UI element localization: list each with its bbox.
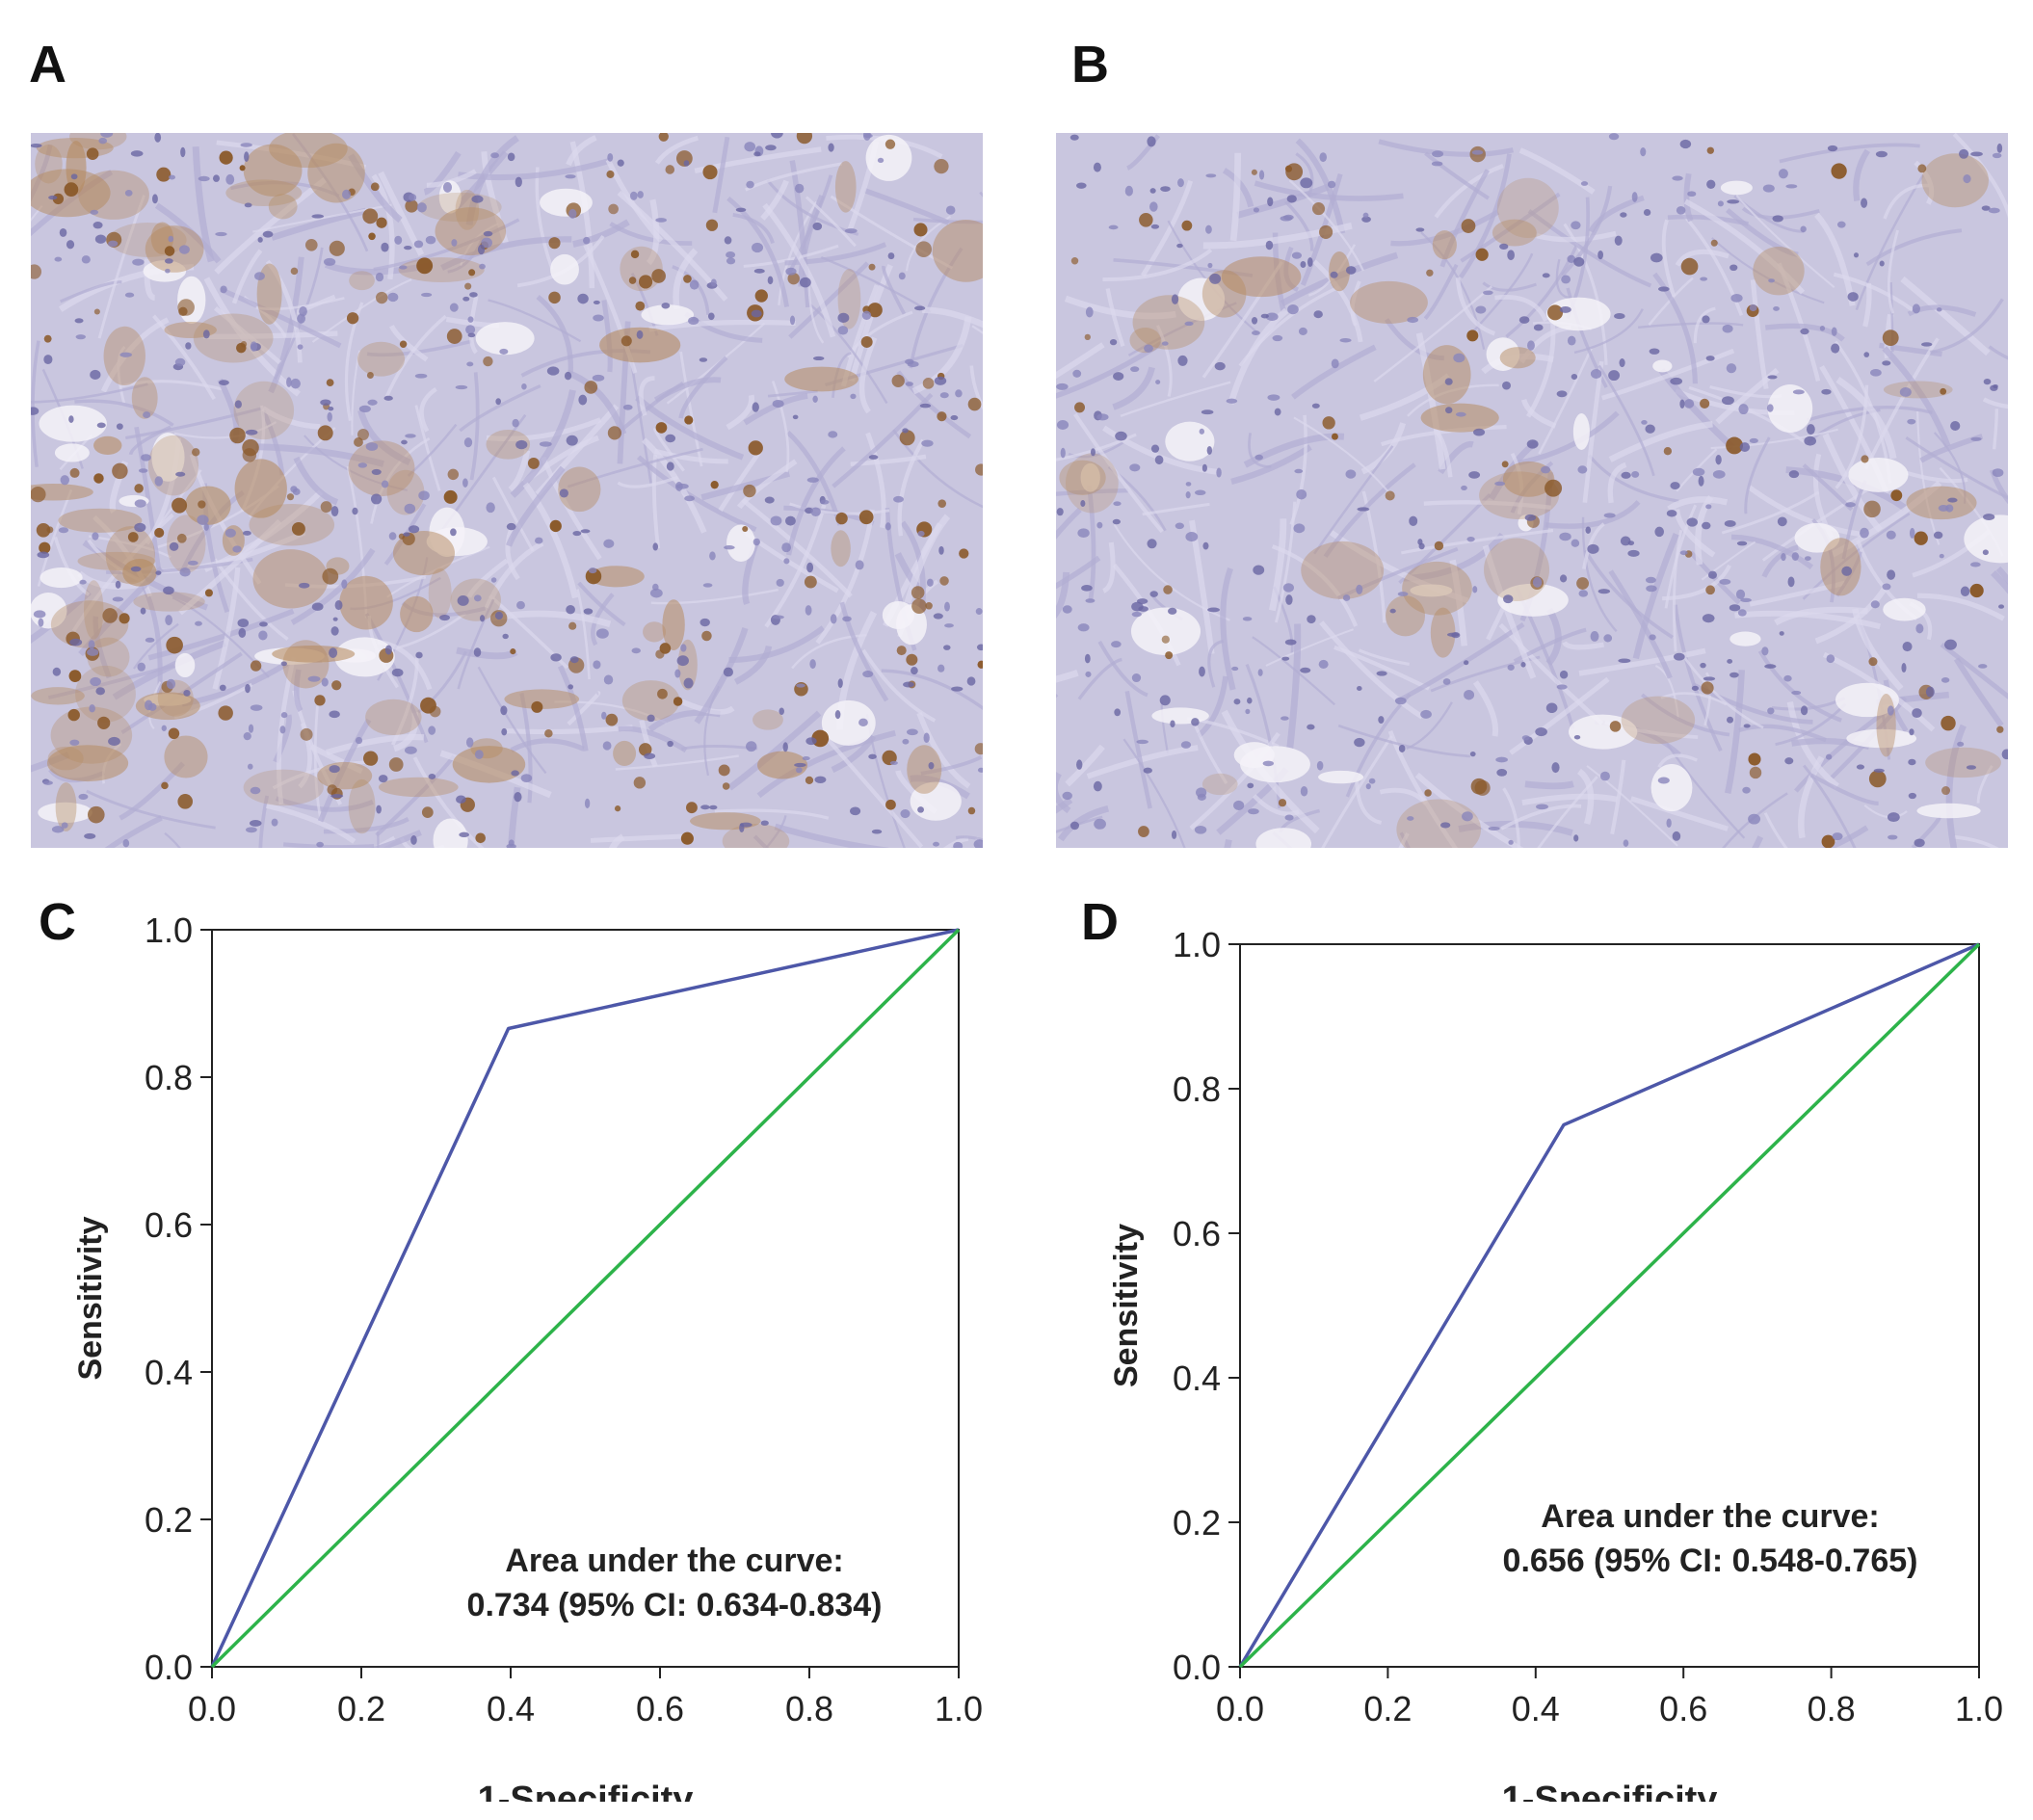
plot-frame (1239, 943, 1980, 1668)
x-tick-label: 0.4 (1512, 1689, 1560, 1728)
y-tick-label: 1.0 (1173, 925, 1221, 964)
y-tick-label: 0.4 (145, 1353, 193, 1392)
roc-curve (1238, 942, 1980, 1668)
x-axis-label: 1-Specificity (1502, 1780, 1718, 1802)
x-axis-label: 1-Specificity (478, 1780, 694, 1802)
y-tick-label: 0.0 (145, 1648, 193, 1687)
x-tick-label: 0.6 (636, 1689, 684, 1728)
plot-frame (211, 929, 960, 1668)
x-tick-label: 0.2 (1363, 1689, 1412, 1728)
panel-label-a: A (29, 36, 66, 93)
x-tick-label: 0.8 (1808, 1689, 1856, 1728)
dab-stained-regions (31, 133, 983, 848)
reference-line (210, 928, 961, 1669)
y-tick-label: 0.4 (1173, 1358, 1221, 1398)
hematoxylin-nuclei (31, 133, 983, 848)
auc-annotation-line: 0.734 (95% CI: 0.634-0.834) (467, 1587, 883, 1623)
y-tick-label: 0.8 (1173, 1069, 1221, 1109)
x-tick-label: 0.8 (785, 1689, 833, 1728)
roc-curve (210, 928, 960, 1668)
y-tick-label: 0.6 (145, 1205, 193, 1245)
auc-annotation-line: Area under the curve: (1541, 1498, 1879, 1535)
y-tick-label: 0.2 (1173, 1503, 1221, 1543)
hematoxylin-nuclei (1056, 133, 2008, 848)
reference-line (1238, 942, 1981, 1669)
micrograph-b-image (1056, 133, 2008, 848)
x-tick-label: 0.0 (188, 1689, 236, 1728)
x-tick-label: 1.0 (1955, 1689, 2003, 1728)
y-tick-label: 0.8 (145, 1058, 193, 1097)
micrograph-a (31, 133, 983, 848)
roc-chart-d: 0.0 0.2 0.4 0.6 0.8 1.0 0.0 0.2 0.4 0.6 0.8 1.0 1-Sp… (1098, 896, 2023, 1820)
auc-annotation-line: Area under the curve: (505, 1543, 843, 1579)
roc-chart-c: 0.0 0.2 0.4 0.6 0.8 1.0 0.0 0.2 0.4 0.6 0.8 1.0 1-Sp… (58, 896, 983, 1820)
panel-label-d: D (1081, 893, 1119, 951)
y-axis-label: Sensitivity (1108, 1224, 1145, 1387)
x-tick-label: 0.2 (337, 1689, 385, 1728)
roc-chart-c-svg: 0.0 0.2 0.4 0.6 0.8 1.0 0.0 0.2 0.4 0.6 0.8 1.0 1-Sp… (72, 910, 983, 1820)
y-tick-label: 0.2 (145, 1500, 193, 1540)
y-tick-label: 0.0 (1173, 1648, 1221, 1687)
x-tick-label: 0.0 (1216, 1689, 1264, 1728)
x-tick-label: 0.6 (1659, 1689, 1707, 1728)
stroma-fibers (1056, 133, 2008, 848)
y-tick-label: 0.6 (1173, 1214, 1221, 1253)
roc-chart-d-svg: 0.0 0.2 0.4 0.6 0.8 1.0 0.0 0.2 0.4 0.6 0.8 1.0 1-Sp… (1108, 925, 2003, 1820)
x-tick-label: 0.4 (487, 1689, 535, 1728)
auc-annotation-line: 0.656 (95% CI: 0.548-0.765) (1503, 1543, 1918, 1579)
micrograph-b (1056, 133, 2008, 848)
micrograph-a-image (31, 133, 983, 848)
panel-label-b: B (1071, 36, 1109, 93)
y-axis-label: Sensitivity (72, 1216, 109, 1380)
tissue-background (1056, 133, 2008, 848)
x-tick-label: 1.0 (935, 1689, 983, 1728)
panel-label-c: C (39, 893, 76, 951)
y-tick-label: 1.0 (145, 910, 193, 950)
